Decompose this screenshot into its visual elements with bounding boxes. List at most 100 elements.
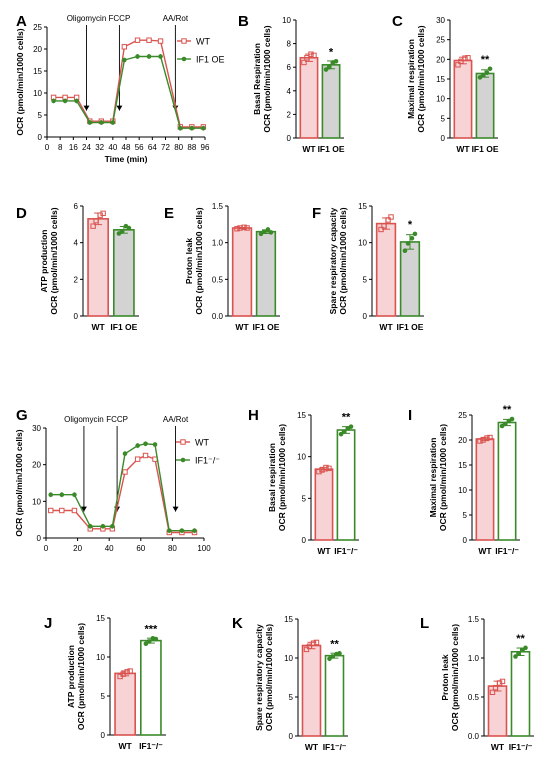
x-tick-label: 96 — [201, 143, 210, 152]
data-point — [127, 668, 133, 674]
bar-treatment — [497, 421, 517, 541]
y-axis-label: OCR (pmol/min/1000 cells) — [438, 424, 448, 531]
series-point-treatment — [158, 54, 163, 59]
x-tick-label: 100 — [197, 544, 211, 553]
y-tick-label: 5 — [38, 111, 43, 120]
series-point-treatment — [201, 125, 206, 131]
y-tick-label: 5 — [463, 511, 468, 520]
data-point — [268, 230, 274, 235]
data-point — [341, 429, 347, 434]
panel-h: 0 5 10 15 Basal respiration OCR (pmol/min/100… — [267, 411, 359, 556]
injection-arrow-head — [83, 105, 90, 111]
series-point-treatment — [152, 442, 158, 447]
legend-item: IF1⁻/⁻ — [176, 456, 220, 466]
data-point — [412, 231, 418, 237]
x-tick-label: IF1 OE — [472, 144, 499, 154]
data-point — [301, 59, 307, 66]
series-point-treatment — [48, 492, 54, 498]
panel-g: 0 10 20 30 0 20 40 60 80 100 OCR (pmol/min/1000 ce… — [14, 415, 220, 553]
y-tick-label: 0 — [463, 536, 468, 545]
series-point-wt — [134, 37, 141, 43]
x-tick-label: 32 — [95, 143, 104, 152]
panel-letter-c: C — [392, 13, 403, 30]
panel-d: 0 2 4 6 ATP production OCR (pmol/min/1000 cel… — [39, 202, 139, 332]
data-point — [409, 235, 415, 241]
y-tick-label: 0 — [287, 134, 292, 143]
data-point — [405, 241, 411, 246]
data-point — [153, 636, 159, 642]
bar-treatment — [140, 639, 162, 736]
data-point — [93, 217, 99, 224]
y-tick-label: 0 — [441, 134, 446, 143]
y-tick-label: 1.5 — [468, 615, 480, 624]
data-point — [90, 223, 96, 229]
x-tick-label: IF1⁻/⁻ — [334, 546, 358, 556]
x-tick-label: 80 — [174, 143, 183, 152]
x-tick-label: WT — [478, 546, 492, 556]
y-tick-label: 0 — [289, 732, 294, 741]
y-axis-label: OCR (pmol/min/1000 cells) — [277, 424, 287, 531]
y-tick-label: 2 — [287, 110, 292, 119]
series-point-treatment — [59, 492, 65, 498]
y-tick-label: 25 — [458, 411, 467, 420]
panel-letter-h: H — [248, 407, 259, 424]
y-tick-label: 0.0 — [212, 312, 224, 321]
y-tick-label: 15 — [33, 67, 42, 76]
x-tick-label: WT — [317, 546, 331, 556]
y-tick-label: 1.5 — [212, 202, 224, 211]
series-point-treatment — [135, 54, 140, 59]
bar-treatment — [113, 229, 135, 317]
y-tick-label: 0 — [37, 534, 42, 543]
y-axis-label: OCR (pmol/min/1000 cells) — [338, 207, 348, 314]
y-tick-label: 20 — [458, 436, 467, 445]
injection-label: Oligomycin — [67, 14, 107, 23]
panel-i: 0 5 10 15 20 25 Maximal respiration OCR (pmol/m… — [428, 404, 520, 556]
series-point-treatment — [110, 523, 115, 529]
series-point-treatment — [146, 54, 152, 59]
data-point — [348, 424, 354, 429]
data-point — [516, 651, 521, 656]
bar-treatment — [324, 654, 345, 737]
data-point — [477, 438, 483, 444]
y-tick-label: 0 — [38, 133, 43, 142]
x-tick-label: WT — [92, 322, 106, 332]
x-tick-label: 20 — [73, 544, 82, 553]
injection-label: Oligomycin — [64, 415, 104, 424]
bar-wt — [114, 672, 137, 736]
panel-letter-e: E — [164, 205, 174, 222]
injection-label: FCCP — [109, 14, 131, 23]
panel-letter-l: L — [420, 615, 429, 632]
y-tick-label: 5 — [101, 692, 106, 701]
series-point-treatment — [110, 120, 116, 125]
bar-wt — [231, 227, 253, 317]
series-point-treatment — [99, 120, 104, 125]
y-tick-label: 2 — [74, 275, 79, 284]
y-tick-label: 0.0 — [468, 732, 480, 741]
data-point — [310, 640, 317, 646]
data-point — [316, 468, 322, 475]
bar-treatment — [510, 650, 531, 737]
y-tick-label: 4 — [74, 239, 79, 248]
data-point — [458, 58, 464, 64]
bar-wt — [301, 644, 322, 737]
injection-label: AA/Rot — [163, 14, 189, 23]
injection-arrow-head — [80, 506, 87, 512]
panel-j: 0 5 10 15 ATP production OCR (pmol/min/1000 c… — [66, 614, 166, 751]
x-tick-label: 48 — [122, 143, 131, 152]
y-tick-label: 20 — [436, 55, 445, 64]
legend-marker — [181, 38, 187, 44]
x-tick-label: 56 — [135, 143, 144, 152]
series-point-treatment — [189, 125, 195, 131]
data-point — [381, 223, 387, 229]
data-point — [323, 464, 329, 471]
y-axis-label: OCR (pmol/min/1000 cells) — [14, 429, 24, 536]
y-tick-label: 8 — [287, 40, 292, 49]
data-point — [499, 678, 506, 685]
significance-marker: ** — [516, 633, 525, 645]
y-axis-label: Basal respiration — [267, 443, 277, 512]
data-point — [465, 55, 471, 61]
x-tick-label: WT — [456, 144, 470, 154]
panel-letter-d: D — [16, 205, 27, 222]
data-point — [124, 669, 130, 675]
data-point — [241, 224, 247, 230]
